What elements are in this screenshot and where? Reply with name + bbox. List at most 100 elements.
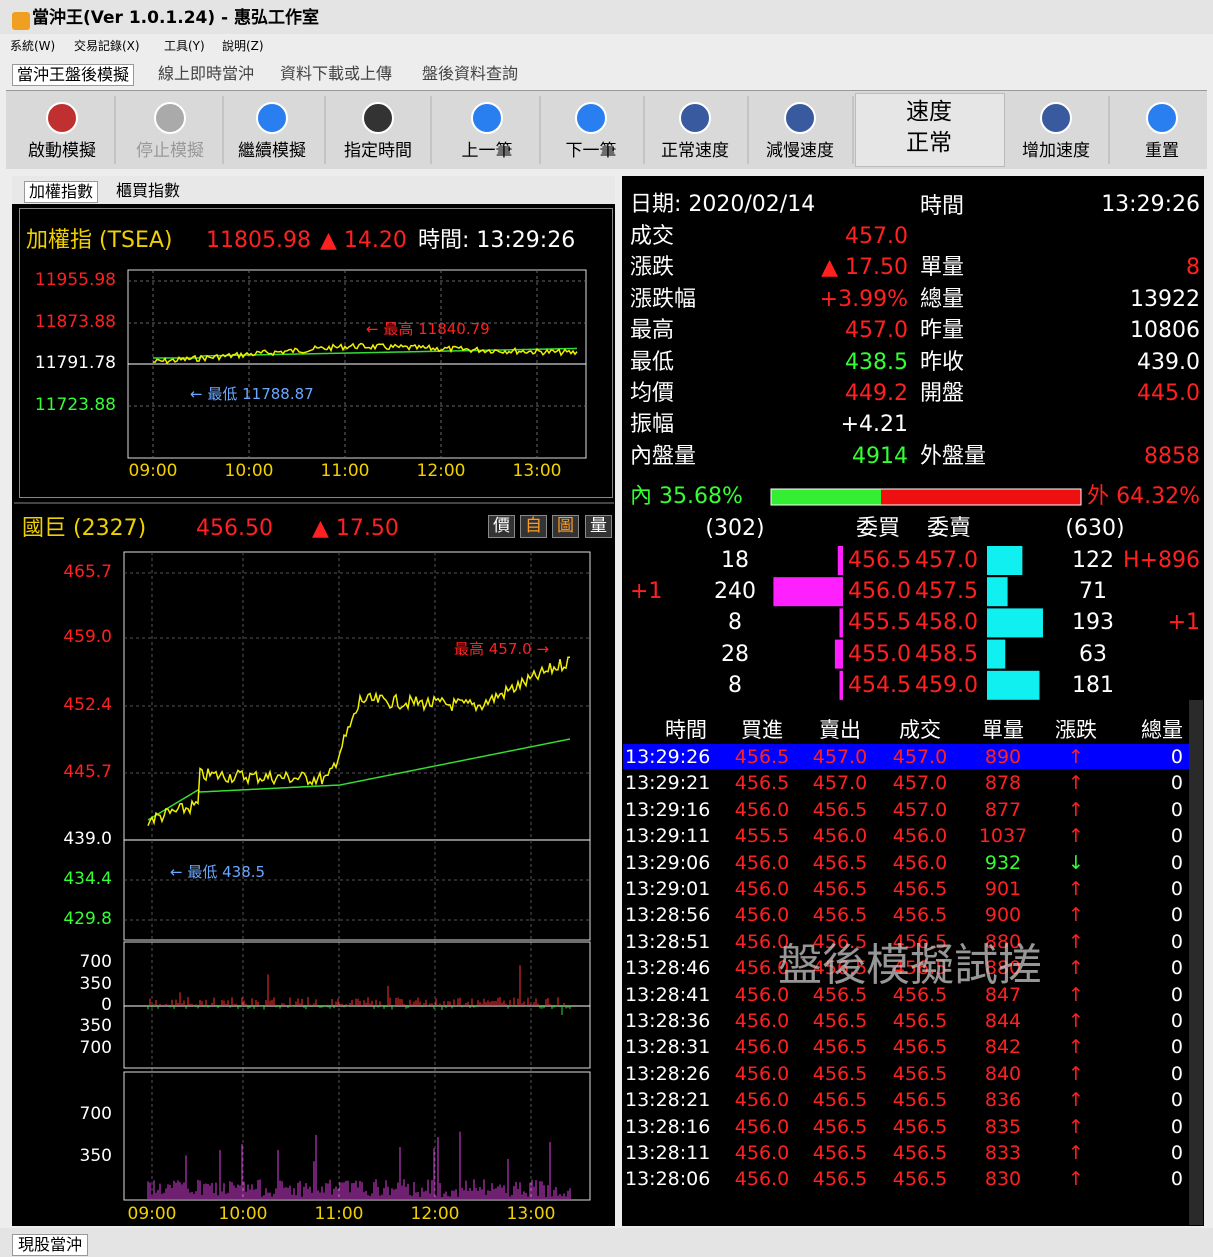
- sell-volume-bar: [987, 639, 1006, 669]
- table-cell: ↑: [1068, 772, 1084, 795]
- quote-value: 457.0: [845, 318, 908, 344]
- toolbar-button[interactable]: 啟動模擬: [28, 141, 96, 161]
- quote-label: 昨量: [920, 318, 965, 344]
- toolbar-button[interactable]: 重置: [1145, 141, 1179, 161]
- x-label: 13:00: [506, 1204, 556, 1224]
- table-cell: 456.0: [812, 825, 868, 848]
- table-cell: 456.0: [734, 1036, 790, 1059]
- table-cell: 13:29:26: [625, 746, 711, 768]
- buy-volume: 8: [728, 610, 742, 636]
- quote-value: 13922: [1130, 286, 1200, 312]
- sell-volume: 63: [1079, 641, 1107, 667]
- table-cell: 13:28:51: [625, 930, 711, 953]
- y-label: 700: [79, 1038, 112, 1058]
- table-cell: 456.5: [812, 957, 868, 980]
- toolbar-button[interactable]: 增加速度: [1022, 141, 1090, 161]
- table-cell: 880: [984, 930, 1022, 953]
- table-cell: 456.5: [812, 878, 868, 900]
- table-cell: 456.5: [892, 1036, 948, 1059]
- menu-item[interactable]: 系統(W): [10, 39, 56, 53]
- table-cell: 844: [984, 1010, 1022, 1032]
- toolbar-button[interactable]: 正常速度: [661, 141, 729, 161]
- toolbar-button[interactable]: 上一筆: [461, 141, 513, 161]
- quote-date: 日期: 2020/02/14: [630, 192, 816, 217]
- ratio-frame: [770, 488, 1082, 506]
- table-cell: 0: [1170, 1142, 1183, 1164]
- right-panel: [622, 176, 1204, 1226]
- table-cell: 847: [984, 983, 1022, 1006]
- annotation: 最高 457.0 →: [454, 640, 550, 658]
- outer-ratio: 外 64.32%: [1087, 484, 1200, 509]
- table-cell: 456.5: [892, 1168, 948, 1191]
- sell-volume: 71: [1079, 579, 1107, 605]
- stock-name: 國巨 (2327): [22, 516, 147, 541]
- tab[interactable]: 盤後資料查詢: [422, 64, 519, 83]
- toolbar-button[interactable]: 下一筆: [565, 141, 617, 161]
- table-cell: ↑: [1068, 1062, 1084, 1085]
- quote-value: 8858: [1144, 443, 1200, 469]
- table-cell: 0: [1170, 825, 1183, 848]
- table-cell: 456.5: [892, 983, 948, 1006]
- table-cell: ↑: [1068, 1142, 1084, 1164]
- toolbar-button[interactable]: 繼續模擬: [238, 141, 306, 161]
- stock-change: ▲ 17.50: [312, 516, 399, 541]
- x-label: 11:00: [314, 1204, 364, 1224]
- table-cell: 456.5: [892, 878, 948, 900]
- toolbar-icon: [471, 102, 503, 134]
- outer-bar: [881, 489, 1081, 505]
- bid-price: 455.5: [848, 610, 911, 636]
- table-cell: 456.0: [734, 1010, 790, 1032]
- sell-note: +1: [1167, 610, 1200, 636]
- toolbar-button[interactable]: 指定時間: [344, 141, 412, 161]
- chart-mode-button[interactable]: 價: [488, 515, 515, 538]
- chart-mode-button[interactable]: 量: [585, 515, 612, 538]
- quote-label: 開盤: [920, 381, 965, 406]
- table-cell: 13:29:01: [625, 878, 711, 900]
- x-label: 09:00: [128, 461, 178, 481]
- table-cell: 457.0: [892, 746, 948, 768]
- table-cell: 0: [1170, 904, 1183, 927]
- bid-price: 454.5: [848, 672, 911, 698]
- index-price: 11805.98: [206, 228, 311, 253]
- buy-note: +1: [630, 579, 663, 605]
- y-label: 434.4: [63, 869, 112, 889]
- chart-mode-button[interactable]: 圖: [552, 515, 579, 538]
- sell-volume-bar: [987, 608, 1043, 638]
- table-cell: 13:28:11: [625, 1142, 711, 1164]
- tab[interactable]: 當沖王盤後模擬: [12, 64, 135, 86]
- scrollbar[interactable]: [1189, 700, 1203, 1225]
- table-cell: 456.0: [892, 851, 948, 874]
- table-cell: ↑: [1068, 798, 1084, 821]
- y-label: 350: [79, 1146, 112, 1166]
- index-tab[interactable]: 加權指數: [24, 181, 99, 203]
- index-tab[interactable]: 櫃買指數: [116, 181, 181, 200]
- table-cell: ↑: [1068, 983, 1084, 1006]
- menu-item[interactable]: 工具(Y): [164, 39, 205, 53]
- ask-header: 委賣: [927, 516, 972, 541]
- table-cell: 901: [984, 878, 1022, 900]
- quote-value: ▲ 17.50: [821, 255, 908, 281]
- table-cell: 456.5: [892, 930, 948, 953]
- menu-item[interactable]: 交易記錄(X): [74, 39, 140, 53]
- toolbar-button[interactable]: 停止模擬: [136, 141, 204, 161]
- table-header: 賣出: [819, 718, 861, 742]
- menu-item[interactable]: 說明(Z): [222, 39, 264, 53]
- tab[interactable]: 線上即時當沖: [158, 64, 255, 83]
- chart-mode-button[interactable]: 自: [520, 515, 547, 538]
- table-cell: 835: [984, 1115, 1022, 1138]
- table-cell: 0: [1170, 1168, 1183, 1191]
- annotation: ← 最高 11840.79: [366, 320, 490, 338]
- y-label: 11873.88: [34, 312, 116, 332]
- toolbar-icon: [575, 102, 607, 134]
- quote-label: 昨收: [920, 349, 965, 375]
- index-name: 加權指 (TSEA): [26, 228, 173, 253]
- table-cell: 842: [984, 1036, 1022, 1059]
- table-cell: 0: [1170, 798, 1183, 821]
- table-header: 時間: [665, 718, 707, 742]
- table-cell: ↑: [1068, 904, 1084, 927]
- status-tab[interactable]: 現股當沖: [12, 1234, 89, 1256]
- toolbar-button[interactable]: 減慢速度: [766, 141, 834, 161]
- table-cell: 0: [1170, 851, 1183, 874]
- y-label: 465.7: [63, 562, 112, 582]
- tab[interactable]: 資料下載或上傳: [280, 64, 393, 83]
